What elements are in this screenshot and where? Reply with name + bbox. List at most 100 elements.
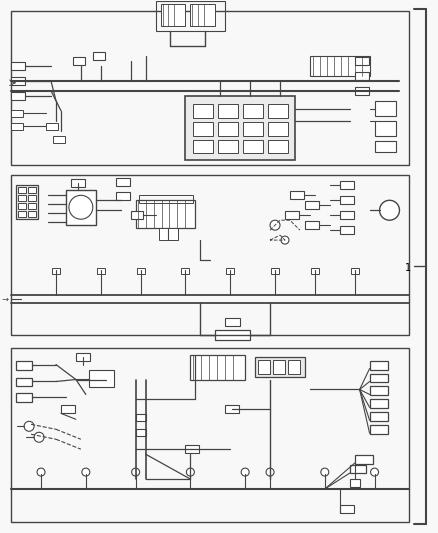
Bar — [18, 211, 26, 217]
Bar — [116, 192, 129, 200]
Bar — [270, 268, 279, 274]
Bar — [155, 1, 225, 31]
Bar — [158, 228, 178, 240]
Bar — [16, 377, 32, 386]
Bar — [18, 195, 26, 201]
Bar — [310, 268, 318, 274]
Bar — [369, 374, 387, 383]
Circle shape — [24, 421, 34, 431]
Bar — [138, 195, 193, 203]
Bar — [369, 386, 387, 395]
Bar — [268, 140, 287, 154]
Bar — [61, 406, 75, 414]
Bar — [272, 360, 284, 374]
Bar — [11, 348, 409, 522]
Bar — [136, 268, 144, 274]
Bar — [218, 104, 238, 118]
Bar — [374, 101, 396, 116]
Circle shape — [265, 468, 273, 476]
Circle shape — [69, 195, 92, 219]
Bar — [52, 268, 60, 274]
Bar — [66, 190, 95, 225]
Bar — [374, 141, 396, 152]
Bar — [349, 465, 365, 473]
Bar — [339, 196, 353, 204]
Text: 1: 1 — [404, 263, 410, 273]
Bar — [369, 425, 387, 434]
Bar — [28, 203, 36, 209]
Bar — [339, 226, 353, 234]
Bar — [135, 429, 145, 437]
Bar — [354, 87, 368, 95]
Bar — [243, 122, 262, 135]
Bar — [190, 4, 215, 26]
Bar — [11, 11, 409, 165]
Circle shape — [81, 468, 90, 476]
Bar — [73, 57, 85, 65]
Bar — [185, 96, 294, 160]
Bar — [96, 268, 105, 274]
Bar — [16, 393, 32, 402]
Circle shape — [320, 468, 328, 476]
Circle shape — [269, 220, 279, 230]
Bar — [193, 122, 213, 135]
Bar — [354, 72, 368, 80]
Bar — [18, 187, 26, 193]
Bar — [226, 268, 233, 274]
Bar — [11, 175, 409, 335]
Bar — [258, 360, 269, 374]
Circle shape — [34, 432, 44, 442]
Bar — [190, 354, 244, 379]
Bar — [218, 140, 238, 154]
Bar — [254, 357, 304, 376]
Bar — [160, 4, 185, 26]
Bar — [339, 181, 353, 189]
Bar — [11, 110, 23, 117]
Circle shape — [37, 468, 45, 476]
Text: →: → — [1, 294, 8, 303]
Bar — [11, 92, 25, 100]
Bar — [284, 211, 298, 219]
Bar — [287, 360, 299, 374]
Bar — [135, 200, 195, 228]
Bar — [28, 187, 36, 193]
Bar — [354, 57, 368, 65]
Bar — [92, 52, 105, 60]
Bar — [71, 180, 85, 187]
Bar — [369, 399, 387, 408]
Bar — [268, 122, 287, 135]
Bar — [218, 122, 238, 135]
Bar — [16, 185, 38, 219]
Circle shape — [379, 200, 399, 220]
Bar — [339, 211, 353, 219]
Bar — [46, 123, 58, 130]
Bar — [76, 353, 90, 361]
Bar — [289, 191, 303, 199]
Bar — [116, 179, 129, 187]
Bar — [18, 203, 26, 209]
Bar — [369, 361, 387, 369]
Bar — [350, 268, 358, 274]
Bar — [135, 414, 145, 421]
Bar — [304, 201, 318, 209]
Bar — [369, 413, 387, 421]
Bar — [185, 445, 199, 453]
Bar — [181, 268, 189, 274]
Circle shape — [240, 468, 248, 476]
Bar — [53, 135, 65, 142]
Bar — [16, 361, 32, 369]
Bar — [349, 479, 359, 487]
Bar — [225, 318, 240, 326]
Bar — [28, 211, 36, 217]
Bar — [268, 104, 287, 118]
Bar — [215, 330, 250, 340]
Bar — [374, 120, 396, 135]
Bar — [243, 104, 262, 118]
Circle shape — [370, 468, 378, 476]
Bar — [11, 123, 23, 130]
Bar — [304, 221, 318, 229]
Bar — [28, 195, 36, 201]
Bar — [11, 62, 25, 70]
Bar — [193, 104, 213, 118]
Bar — [193, 140, 213, 154]
